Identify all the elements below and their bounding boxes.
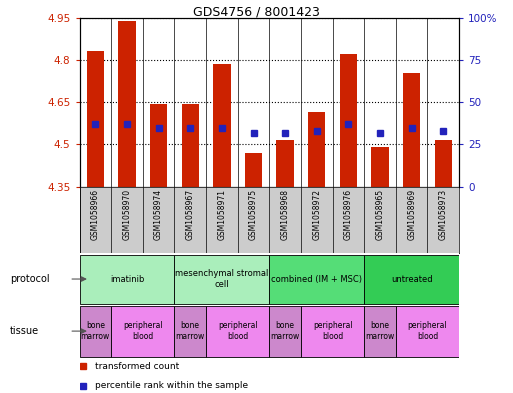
Text: GSM1058973: GSM1058973 — [439, 189, 448, 240]
Text: bone
marrow: bone marrow — [81, 321, 110, 341]
Bar — [403, 73, 420, 187]
Text: untreated: untreated — [391, 275, 432, 283]
Text: GSM1058967: GSM1058967 — [186, 189, 195, 240]
Text: GDS4756 / 8001423: GDS4756 / 8001423 — [193, 6, 320, 19]
Bar — [277, 140, 294, 187]
Text: peripheral
blood: peripheral blood — [123, 321, 163, 341]
Bar — [80, 255, 174, 303]
Text: transformed count: transformed count — [95, 362, 179, 371]
Bar — [371, 147, 389, 187]
Bar — [119, 20, 135, 187]
Bar — [87, 51, 104, 187]
Bar — [308, 112, 325, 187]
Bar — [269, 306, 301, 356]
Bar — [150, 104, 167, 187]
Bar — [435, 140, 452, 187]
Text: GSM1058974: GSM1058974 — [154, 189, 163, 240]
Text: imatinib: imatinib — [110, 275, 144, 283]
Bar — [364, 255, 459, 303]
Bar — [269, 255, 364, 303]
Text: peripheral
blood: peripheral blood — [313, 321, 352, 341]
Text: protocol: protocol — [10, 274, 50, 284]
Bar — [245, 153, 262, 187]
Bar — [301, 306, 364, 356]
Bar — [174, 306, 206, 356]
Text: GSM1058969: GSM1058969 — [407, 189, 416, 240]
Bar — [213, 64, 230, 187]
Text: peripheral
blood: peripheral blood — [218, 321, 258, 341]
Bar — [364, 306, 396, 356]
Bar — [174, 255, 269, 303]
Bar — [182, 104, 199, 187]
Text: GSM1058970: GSM1058970 — [123, 189, 131, 240]
Text: GSM1058972: GSM1058972 — [312, 189, 321, 240]
Text: combined (IM + MSC): combined (IM + MSC) — [271, 275, 362, 283]
Text: bone
marrow: bone marrow — [270, 321, 300, 341]
Text: GSM1058965: GSM1058965 — [376, 189, 385, 240]
Text: GSM1058971: GSM1058971 — [218, 189, 226, 240]
Bar — [396, 306, 459, 356]
Bar — [80, 306, 111, 356]
Text: percentile rank within the sample: percentile rank within the sample — [95, 382, 248, 390]
Bar — [111, 306, 174, 356]
Bar — [340, 54, 357, 187]
Text: mesenchymal stromal
cell: mesenchymal stromal cell — [175, 269, 269, 289]
Text: GSM1058966: GSM1058966 — [91, 189, 100, 240]
Text: tissue: tissue — [10, 326, 40, 336]
Text: peripheral
blood: peripheral blood — [408, 321, 447, 341]
Text: bone
marrow: bone marrow — [365, 321, 394, 341]
Bar — [206, 306, 269, 356]
Text: GSM1058976: GSM1058976 — [344, 189, 353, 240]
Text: bone
marrow: bone marrow — [175, 321, 205, 341]
Text: GSM1058968: GSM1058968 — [281, 189, 290, 240]
Text: GSM1058975: GSM1058975 — [249, 189, 258, 240]
